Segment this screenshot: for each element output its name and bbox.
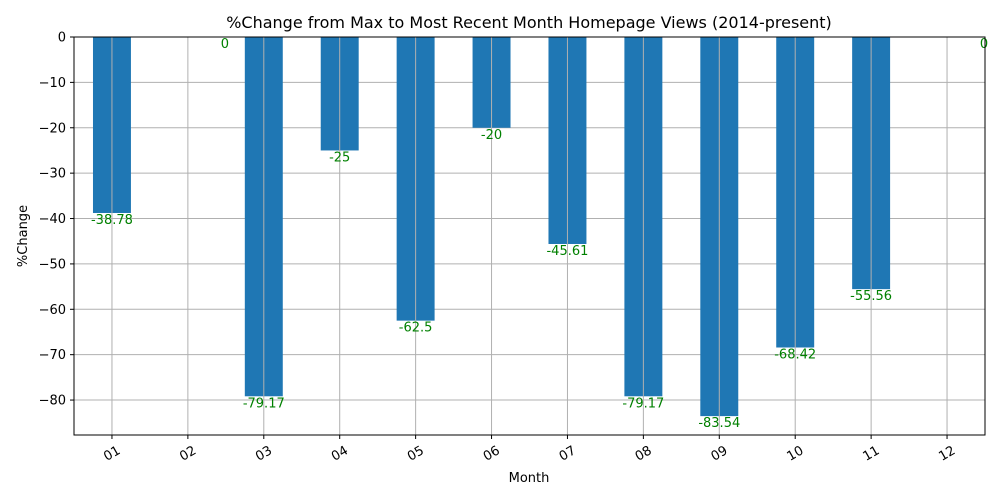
x-tick-label: 11 — [860, 443, 882, 464]
x-axis-ticks: 01 02 03 04 05 06 07 08 09 10 11 12 — [101, 435, 958, 465]
data-label-05: -62.5 — [399, 321, 433, 336]
x-tick-label: 10 — [785, 443, 807, 464]
data-label-12: 0 — [980, 37, 988, 52]
y-axis-label: %Change — [16, 205, 31, 267]
data-label-04: -25 — [329, 150, 350, 165]
data-label-11: -55.56 — [850, 289, 892, 304]
y-axis-ticks: 0 −10 −20 −30 −40 −50 −60 −70 −80 — [39, 31, 74, 409]
chart-title: %Change from Max to Most Recent Month Ho… — [226, 13, 832, 32]
x-tick-label: 05 — [405, 443, 427, 464]
x-tick-label: 07 — [557, 443, 579, 464]
x-tick-label: 02 — [177, 443, 199, 464]
y-tick-label: 0 — [58, 31, 66, 46]
y-tick-label: −30 — [39, 167, 66, 182]
x-tick-label: 08 — [633, 443, 655, 464]
x-tick-label: 01 — [101, 443, 123, 464]
y-tick-label: −10 — [39, 76, 66, 91]
y-tick-label: −70 — [39, 348, 66, 363]
x-tick-label: 12 — [936, 443, 958, 464]
data-label-03: -79.17 — [243, 396, 285, 411]
x-tick-label: 04 — [329, 443, 351, 464]
data-label-06: -20 — [481, 128, 502, 143]
x-tick-label: 09 — [709, 443, 731, 464]
y-tick-label: −40 — [39, 212, 66, 227]
data-label-02: 0 — [221, 37, 229, 52]
data-label-08: -79.17 — [622, 396, 664, 411]
x-axis-label: Month — [509, 471, 550, 486]
y-tick-label: −20 — [39, 121, 66, 136]
data-label-01: -38.78 — [91, 213, 133, 228]
data-label-09: -83.54 — [698, 416, 740, 431]
y-tick-label: −80 — [39, 394, 66, 409]
data-label-07: -45.61 — [546, 244, 588, 259]
y-tick-label: −60 — [39, 303, 66, 318]
x-tick-label: 03 — [253, 443, 275, 464]
plot-frame — [73, 36, 986, 436]
x-tick-label: 06 — [481, 443, 503, 464]
data-label-10: -68.42 — [774, 348, 816, 363]
grid-lines — [74, 36, 985, 401]
y-tick-label: −50 — [39, 257, 66, 272]
data-labels: -38.78 0 -79.17 -25 -62.5 -20 -45.61 -79.17 -83.… — [91, 37, 988, 435]
